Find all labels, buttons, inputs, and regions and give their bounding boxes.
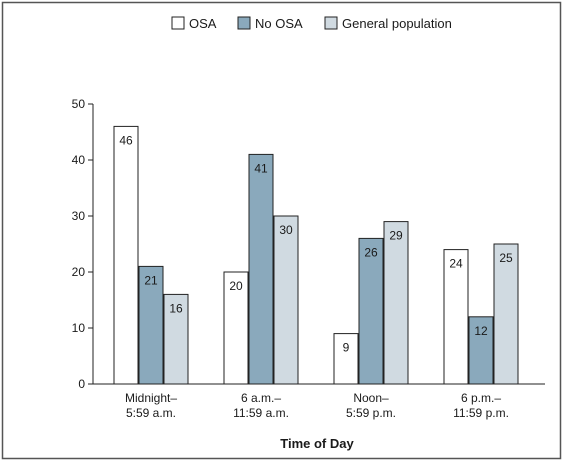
- y-tick-label: 30: [72, 209, 86, 223]
- data-label: 26: [364, 245, 378, 259]
- bar: [114, 126, 138, 384]
- legend-label: General population: [342, 16, 452, 31]
- x-tick-label: Noon– 5:59 p.m.: [346, 391, 396, 420]
- data-label: 46: [119, 133, 133, 147]
- data-label: 30: [279, 223, 293, 237]
- x-tick-label: Midnight– 5:59 a.m.: [125, 391, 177, 420]
- data-label: 29: [389, 229, 403, 243]
- y-tick-label: 0: [78, 377, 85, 391]
- data-label: 20: [229, 279, 243, 293]
- y-tick-label: 50: [72, 97, 86, 111]
- bar: [359, 238, 383, 384]
- bar: [494, 244, 518, 384]
- legend-swatch: [172, 17, 184, 29]
- data-label: 41: [254, 161, 268, 175]
- data-label: 12: [474, 324, 488, 338]
- data-label: 25: [499, 251, 513, 265]
- legend-swatch: [325, 17, 337, 29]
- y-tick-label: 20: [72, 265, 86, 279]
- bar: [274, 216, 298, 384]
- legend-label: OSA: [189, 16, 217, 31]
- y-tick-label: 10: [72, 321, 86, 335]
- x-tick-label: 6 a.m.– 11:59 a.m.: [233, 391, 289, 420]
- y-tick-label: 40: [72, 153, 86, 167]
- x-tick-label: 6 p.m.– 11:59 p.m.: [453, 391, 509, 420]
- data-label: 16: [169, 301, 183, 315]
- data-label: 21: [144, 273, 158, 287]
- data-label: 24: [449, 257, 463, 271]
- legend-label: No OSA: [255, 16, 303, 31]
- x-axis-title: Time of Day: [280, 436, 354, 451]
- bar: [249, 154, 273, 384]
- bar: [384, 222, 408, 384]
- data-label: 9: [343, 341, 350, 355]
- legend-swatch: [238, 17, 250, 29]
